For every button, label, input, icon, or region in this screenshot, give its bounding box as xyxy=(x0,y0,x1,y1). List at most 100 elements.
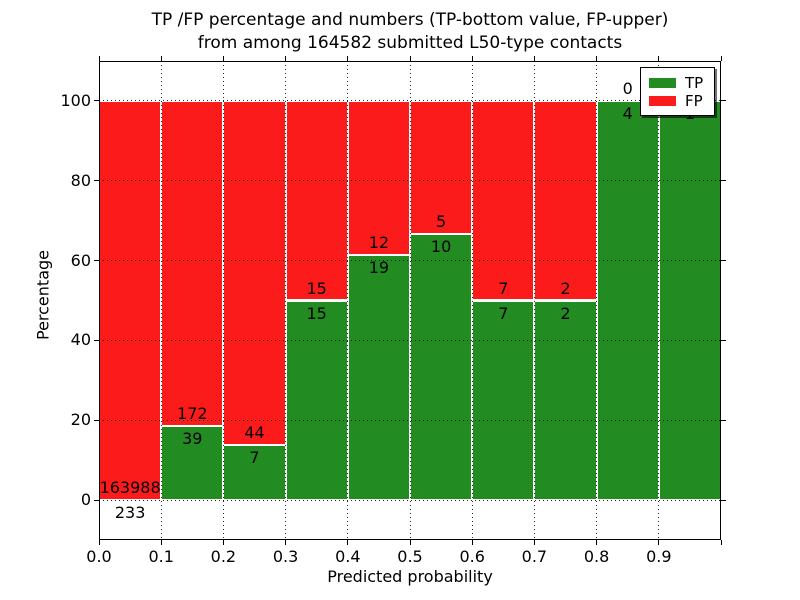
x-tick-label: 0.5 xyxy=(397,547,423,566)
fp-bar-segment xyxy=(534,100,597,301)
x-tick-label: 0.2 xyxy=(210,547,237,566)
chart-title-line1: TP /FP percentage and numbers (TP-bottom… xyxy=(151,10,669,30)
tp-count-label: 2 xyxy=(560,303,571,323)
x-tick xyxy=(596,540,598,545)
fp-bar-segment xyxy=(99,100,162,500)
tp-bar-segment xyxy=(472,300,535,501)
y-tick-label: 100 xyxy=(60,90,91,110)
x-tick xyxy=(222,540,224,545)
x-tick xyxy=(160,540,162,545)
x-tick-label: 0.3 xyxy=(272,547,299,566)
x-tick xyxy=(720,540,722,545)
y-tick-label: 20 xyxy=(70,410,91,430)
x-gridline xyxy=(347,61,349,540)
tp-count-label: 7 xyxy=(249,448,260,468)
fp-bar-segment xyxy=(347,100,410,256)
x-tick xyxy=(222,56,224,61)
x-gridline xyxy=(222,61,224,540)
y-tick-label: 80 xyxy=(70,170,91,190)
fp-count-label: 5 xyxy=(436,211,447,231)
y-tick-label: 40 xyxy=(70,330,91,350)
x-gridline xyxy=(471,61,473,540)
tp-bar-segment xyxy=(596,100,659,501)
y-tick xyxy=(94,419,99,421)
fp-bar-segment xyxy=(223,100,286,446)
x-tick xyxy=(471,540,473,545)
x-axis-label: Predicted probability xyxy=(327,567,493,586)
tp-bar-segment xyxy=(534,300,597,501)
x-tick xyxy=(98,56,100,61)
y-tick xyxy=(721,339,726,341)
fp-count-label: 172 xyxy=(177,404,208,424)
x-tick xyxy=(409,540,411,545)
y-tick xyxy=(94,180,99,182)
fp-count-label: 15 xyxy=(306,278,327,298)
legend-label-tp: TP xyxy=(685,74,704,92)
y-tick xyxy=(94,339,99,341)
fp-bar-segment xyxy=(285,100,348,301)
tp-count-label: 10 xyxy=(430,236,452,256)
y-tick xyxy=(94,260,99,262)
x-gridline xyxy=(658,61,660,540)
y-tick-label: 60 xyxy=(70,250,91,270)
x-tick xyxy=(720,56,722,61)
tp-count-label: 39 xyxy=(182,429,203,449)
tp-count-label: 7 xyxy=(498,303,509,323)
fp-count-label: 2 xyxy=(560,278,571,298)
x-tick xyxy=(98,540,100,545)
fp-color-swatch xyxy=(649,96,676,106)
legend-entry-tp: TP xyxy=(649,74,706,92)
x-tick-label: 0.8 xyxy=(583,547,610,566)
x-tick-label: 0.7 xyxy=(521,547,548,566)
chart-title-line2: from among 164582 submitted L50-type con… xyxy=(197,33,623,53)
tp-bar-segment xyxy=(658,100,721,501)
tp-bar-segment xyxy=(161,426,224,501)
tp-bar-segment xyxy=(410,233,473,501)
x-gridline xyxy=(409,61,411,540)
y-tick xyxy=(94,100,99,102)
plot-area: 163988233172394471515121951077220401 xyxy=(99,61,721,540)
x-gridline xyxy=(533,61,535,540)
legend-entry-fp: FP xyxy=(649,92,706,110)
tp-count-label: 233 xyxy=(114,502,146,522)
x-tick xyxy=(596,56,598,61)
fp-bar-segment xyxy=(161,100,224,427)
fp-count-label: 7 xyxy=(498,278,509,298)
x-tick-label: 0.4 xyxy=(335,547,361,566)
x-tick-label: 0.0 xyxy=(86,547,112,566)
tp-bar-segment xyxy=(285,300,348,501)
y-tick xyxy=(721,100,726,102)
tp-count-label: 19 xyxy=(368,258,390,278)
x-gridline xyxy=(596,61,598,540)
x-tick xyxy=(285,56,287,61)
tp-count-label: 15 xyxy=(306,303,327,323)
y-tick xyxy=(721,260,726,262)
x-tick xyxy=(409,56,411,61)
fp-count-label: 12 xyxy=(368,233,390,253)
legend-label-fp: FP xyxy=(685,92,703,110)
x-tick-label: 0.9 xyxy=(646,547,672,566)
chart-title: TP /FP percentage and numbers (TP-bottom… xyxy=(99,9,721,55)
x-tick-label: 0.6 xyxy=(459,547,485,566)
fp-bar-segment xyxy=(472,100,535,301)
x-gridline xyxy=(160,61,162,540)
tp-count-label: 4 xyxy=(622,103,633,123)
fp-bar-segment xyxy=(410,100,473,234)
x-tick xyxy=(160,56,162,61)
x-tick-label: 0.1 xyxy=(148,547,174,566)
y-tick-label: 0 xyxy=(80,490,91,510)
y-tick xyxy=(721,499,726,501)
x-tick xyxy=(285,540,287,545)
y-tick xyxy=(721,180,726,182)
tp-bar-segment xyxy=(223,445,286,501)
tp-color-swatch xyxy=(649,78,676,88)
x-tick xyxy=(347,56,349,61)
x-tick xyxy=(658,56,660,61)
fp-count-label: 163988 xyxy=(99,477,161,497)
x-tick xyxy=(533,56,535,61)
x-tick xyxy=(347,540,349,545)
x-gridline xyxy=(285,61,287,540)
y-tick xyxy=(94,499,99,501)
x-tick xyxy=(471,56,473,61)
